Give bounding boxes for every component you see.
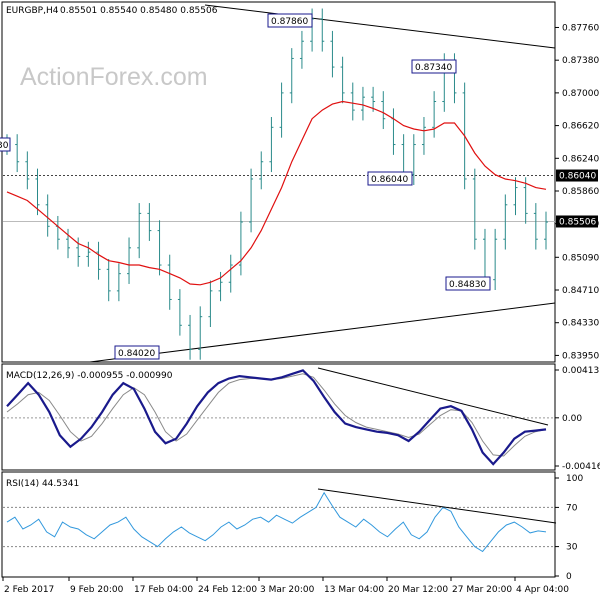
watermark: ActionForex.com xyxy=(20,63,208,91)
price-tick-label: 0.85860 xyxy=(562,187,599,197)
rsi-tick-label: 70 xyxy=(566,503,578,513)
price-axis: 0.87760 0.87380 0.87000 0.86620 0.86240 0.858… xyxy=(555,23,599,361)
price-callout-label: 0.84830 xyxy=(449,280,486,290)
rsi-tick-label: 100 xyxy=(566,474,583,484)
price-callout-label: 0.87340 xyxy=(415,63,452,73)
price-callout-box xyxy=(411,59,457,74)
time-tick-label: 13 Mar 04:00 xyxy=(324,585,384,595)
price-panel: ActionForex.com EURGBP,H4 0.85501 0.8554… xyxy=(0,1,599,363)
time-tick-label: 24 Feb 12:00 xyxy=(198,585,257,595)
macd-panel-frame xyxy=(1,363,556,471)
price-levels xyxy=(3,175,555,222)
lower-trendline xyxy=(89,302,556,363)
rsi-tick-label: 0 xyxy=(566,572,572,582)
level-badge-box xyxy=(556,169,598,182)
price-tick-label: 0.87380 xyxy=(562,56,599,66)
macd-axis: 0.004131 0.00 -0.004162 xyxy=(3,366,600,472)
macd-tick-label: 0.00 xyxy=(562,414,582,424)
price-tick-label: 0.87760 xyxy=(562,23,599,33)
price-ohlc: 0.85501 0.85540 0.85480 0.85506 xyxy=(60,6,218,16)
price-callout-label: 30 xyxy=(0,141,9,151)
price-tick-label: 0.86240 xyxy=(562,154,599,164)
rsi-panel-frame xyxy=(1,471,556,578)
macd-trendline xyxy=(317,367,549,426)
price-trendlines xyxy=(89,4,556,363)
macd-panel: MACD(12,26,9) -0.000955 -0.000990 0.0041… xyxy=(1,363,600,472)
price-tick-label: 0.84330 xyxy=(562,319,599,329)
rsi-axis: 100 70 30 0 xyxy=(3,474,583,582)
rsi-line xyxy=(6,491,547,553)
price-callout-box xyxy=(0,137,11,152)
price-callout-box xyxy=(267,13,313,28)
level-badge-label: 0.86040 xyxy=(559,172,596,182)
time-tick-label: 3 Mar 20:00 xyxy=(260,585,315,595)
macd-title: MACD(12,26,9) -0.000955 -0.000990 xyxy=(6,371,173,381)
upper-trendline xyxy=(204,4,556,49)
moving-average-line xyxy=(6,100,547,286)
rsi-trendline xyxy=(317,488,557,524)
price-tick-label: 0.84710 xyxy=(562,286,599,296)
macd-series xyxy=(6,369,547,466)
time-tick-label: 9 Feb 20:00 xyxy=(70,585,124,595)
time-tick-label: 20 Mar 12:00 xyxy=(388,585,448,595)
price-callout-box xyxy=(367,171,413,186)
rsi-tick-label: 30 xyxy=(566,543,578,553)
price-series xyxy=(5,8,548,360)
macd-line xyxy=(6,369,547,466)
current-price-badge-box xyxy=(556,215,598,228)
macd-tick-label: 0.004131 xyxy=(562,366,600,376)
rsi-trendline xyxy=(317,488,557,524)
price-callout-label: 0.84020 xyxy=(118,349,155,359)
price-tick-label: 0.87000 xyxy=(562,89,599,99)
time-tick-label: 2 Feb 2017 xyxy=(4,585,54,595)
price-callouts: 0.87860 0.87340 0.86040 0.84830 0.84020 30 xyxy=(0,13,491,360)
time-tick-label: 4 Apr 04:00 xyxy=(516,585,569,595)
price-tick-label: 0.86620 xyxy=(562,122,599,132)
price-title: EURGBP,H4 xyxy=(6,6,59,16)
price-panel-frame xyxy=(1,1,556,363)
time-tick-label: 17 Feb 04:00 xyxy=(134,585,193,595)
price-tick-label: 0.83950 xyxy=(562,351,599,361)
price-callout-box xyxy=(114,345,160,360)
time-axis: 2 Feb 2017 9 Feb 20:00 17 Feb 04:00 24 Feb … xyxy=(2,577,569,595)
macd-tick-label: -0.004162 xyxy=(562,462,600,472)
price-tick-label: 0.85090 xyxy=(562,253,599,263)
current-price-badge-label: 0.85506 xyxy=(559,217,596,227)
macd-trendline xyxy=(317,367,549,426)
price-callout-label: 0.87860 xyxy=(271,17,308,27)
rsi-title: RSI(14) 44.5341 xyxy=(6,479,79,489)
price-callout-box xyxy=(445,276,491,291)
rsi-series xyxy=(6,491,547,553)
price-callout-label: 0.86040 xyxy=(371,175,408,185)
time-tick-label: 27 Mar 20:00 xyxy=(452,585,512,595)
rsi-panel: RSI(14) 44.5341 100 70 30 0 xyxy=(1,471,583,582)
price-current-badges: 0.86040 0.85506 xyxy=(556,169,598,228)
